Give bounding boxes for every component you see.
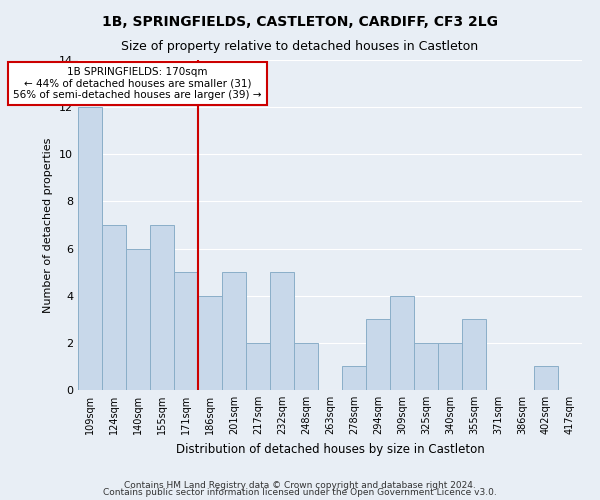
Text: 1B SPRINGFIELDS: 170sqm
← 44% of detached houses are smaller (31)
56% of semi-de: 1B SPRINGFIELDS: 170sqm ← 44% of detache… (13, 67, 262, 100)
X-axis label: Distribution of detached houses by size in Castleton: Distribution of detached houses by size … (176, 442, 484, 456)
Text: 1B, SPRINGFIELDS, CASTLETON, CARDIFF, CF3 2LG: 1B, SPRINGFIELDS, CASTLETON, CARDIFF, CF… (102, 15, 498, 29)
Bar (366, 320, 390, 390)
Bar (174, 272, 198, 390)
Bar (414, 343, 438, 390)
Bar (294, 343, 318, 390)
Text: Size of property relative to detached houses in Castleton: Size of property relative to detached ho… (121, 40, 479, 53)
Text: Contains public sector information licensed under the Open Government Licence v3: Contains public sector information licen… (103, 488, 497, 497)
Bar (462, 320, 486, 390)
Bar (534, 366, 558, 390)
Bar (78, 107, 102, 390)
Bar (246, 343, 270, 390)
Bar (102, 225, 126, 390)
Bar (150, 225, 174, 390)
Bar (126, 248, 150, 390)
Y-axis label: Number of detached properties: Number of detached properties (43, 138, 53, 312)
Bar (270, 272, 294, 390)
Text: Contains HM Land Registry data © Crown copyright and database right 2024.: Contains HM Land Registry data © Crown c… (124, 480, 476, 490)
Bar (198, 296, 222, 390)
Bar (222, 272, 246, 390)
Bar (438, 343, 462, 390)
Bar (390, 296, 414, 390)
Bar (342, 366, 366, 390)
